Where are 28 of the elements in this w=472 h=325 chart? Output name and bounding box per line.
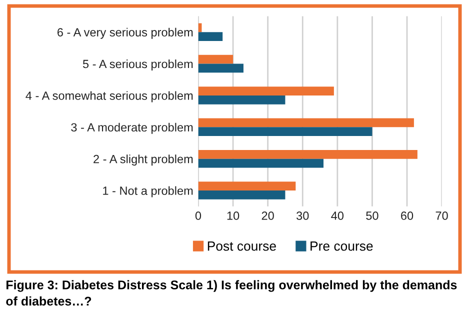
bar (198, 32, 223, 41)
x-tick-label: 50 (366, 212, 378, 220)
y-tick-label: 2 - A slight problem (94, 154, 193, 166)
x-tick-label: 60 (401, 212, 414, 220)
bar (198, 86, 334, 96)
bar (198, 118, 414, 128)
bar (198, 182, 296, 191)
caption: Figure 3: Diabetes Distress Scale 1) Is feeling overwhelmed by the demands of diabetes…? (6, 280, 457, 306)
legend-label: Post course (208, 242, 276, 251)
x-tick-label: 20 (262, 212, 274, 220)
bar (198, 64, 244, 73)
x-tick-label: 0 (195, 212, 202, 220)
x-tick-label: 10 (227, 212, 240, 220)
y-tick-label: 5 - A serious problem (82, 60, 193, 71)
y-tick-label: 4 - A somewhat serious problem (26, 91, 193, 102)
y-tick-label: 3 - A moderate problem (71, 122, 193, 134)
y-tick-label: 1 - Not a problem (103, 186, 193, 198)
legend-label: Pre course (310, 242, 373, 251)
bar (198, 158, 324, 168)
bar (198, 54, 234, 64)
x-tick-label: 40 (331, 212, 344, 220)
x-tick-label: 30 (296, 212, 309, 220)
x-tick-label: 70 (436, 212, 448, 220)
bar (198, 190, 286, 200)
bar (198, 95, 286, 104)
bar (198, 150, 418, 159)
bar (198, 127, 372, 136)
y-tick-label: 6 - A very serious problem (58, 28, 193, 39)
